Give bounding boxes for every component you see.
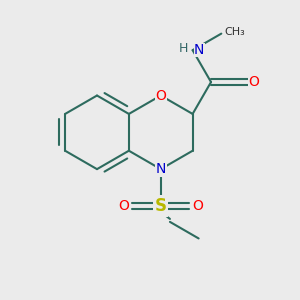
Text: N: N	[156, 162, 166, 176]
Text: N: N	[194, 43, 205, 57]
Text: O: O	[155, 88, 166, 103]
Text: S: S	[155, 197, 167, 215]
Text: CH₃: CH₃	[224, 27, 245, 37]
Text: O: O	[248, 75, 259, 89]
Text: O: O	[118, 199, 129, 213]
Text: H: H	[179, 42, 188, 55]
Text: O: O	[193, 199, 203, 213]
